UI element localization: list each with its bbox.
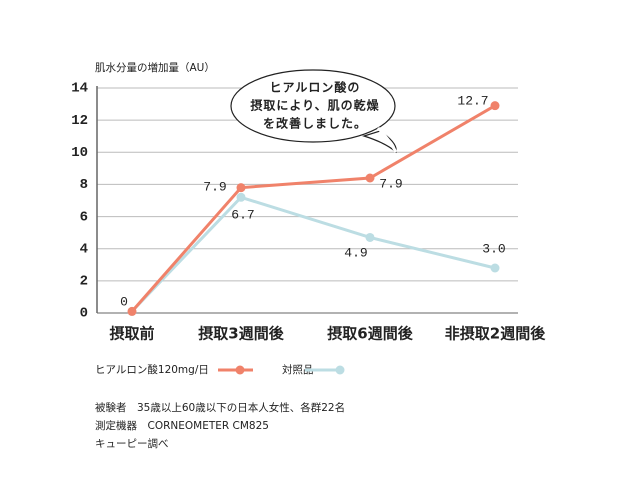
data-point [365, 232, 375, 242]
bubble-text: を改善しました。 [263, 116, 367, 131]
x-tick-label: 非摂取2週間後 [445, 325, 546, 343]
footnote: 被験者 35歳以上60歳以下の日本人女性、各群22名 [95, 401, 345, 414]
x-tick-label: 摂取前 [109, 325, 154, 343]
footnote: 測定機器 CORNEOMETER CM825 [95, 419, 269, 432]
data-point [490, 101, 500, 111]
y-tick-label: 4 [80, 241, 88, 257]
y-tick-label: 6 [80, 209, 88, 225]
bubble [230, 69, 396, 143]
series-line [130, 104, 496, 313]
bubble-tail [362, 130, 397, 154]
y-tick-label: 2 [80, 274, 88, 290]
legend-dot [235, 365, 245, 375]
x-tick-label: 摂取6週間後 [327, 325, 413, 343]
bubble-join [376, 126, 398, 153]
annotation: 7.9 [379, 176, 402, 191]
y-tick-label: 14 [71, 81, 88, 97]
bubble-text: ヒアルロン酸の [270, 80, 361, 95]
annotation: 4.9 [344, 245, 367, 260]
y-axis-label: 肌水分量の増加量（AU） [95, 61, 215, 74]
speech-bubble: ヒアルロン酸の 摂取により、肌の乾燥 を改善しました。 [230, 69, 398, 154]
legend-label: ヒアルロン酸120mg/日 [95, 363, 209, 376]
y-tick-label: 0 [80, 306, 88, 322]
annotation: 3.0 [482, 241, 505, 256]
bubble-text: 摂取により、肌の乾燥 [250, 98, 379, 113]
annotation: 6.7 [231, 207, 254, 222]
footnote: キューピー調べ [95, 437, 169, 450]
annotation: 0 [120, 294, 128, 309]
x-tick-label: 摂取3週間後 [198, 325, 284, 343]
data-point [236, 192, 246, 202]
legend-dot [335, 365, 345, 375]
data-point [127, 306, 137, 316]
data-point [236, 183, 246, 193]
annotation: 12.7 [457, 93, 488, 108]
series-line [130, 195, 496, 313]
annotation: 7.9 [203, 179, 226, 194]
data-point [365, 173, 375, 183]
legend-label: 対照品 [282, 363, 314, 376]
y-tick-label: 10 [71, 145, 88, 161]
y-tick-label: 12 [71, 113, 88, 129]
data-point [490, 263, 500, 273]
y-tick-label: 8 [80, 177, 88, 193]
